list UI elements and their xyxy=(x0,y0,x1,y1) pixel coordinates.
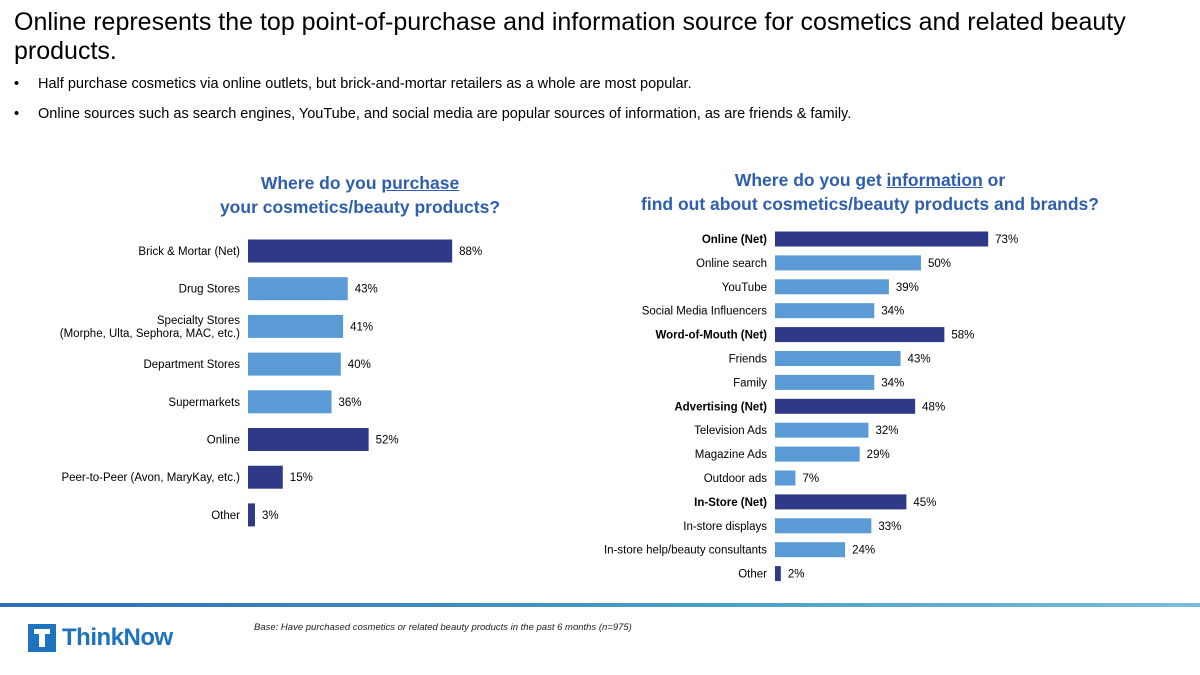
slide-title: Online represents the top point-of-purch… xyxy=(14,8,1126,65)
footer-divider xyxy=(0,603,1200,607)
information-value-label: 34% xyxy=(881,306,904,318)
information-bar xyxy=(775,351,901,366)
information-value-label: 43% xyxy=(908,354,931,366)
information-bar xyxy=(775,542,846,558)
information-value-label: 2% xyxy=(788,569,805,581)
information-bar xyxy=(775,470,796,486)
purchase-category-label: Department Stores xyxy=(143,359,240,371)
purchase-category-label: Drug Stores xyxy=(179,284,241,296)
thinknow-logo: ThinkNow xyxy=(28,621,173,655)
information-category-label: Online (Net) xyxy=(702,234,767,246)
information-bar xyxy=(775,231,989,247)
chart-title-text: find out about cosmetics/beauty products… xyxy=(641,194,1099,214)
logo-text: ThinkNow xyxy=(62,624,173,651)
information-value-label: 48% xyxy=(922,401,945,413)
purchase-value-label: 40% xyxy=(348,359,371,371)
purchase-bar xyxy=(248,503,255,527)
purchase-bar xyxy=(248,390,332,414)
information-value-label: 50% xyxy=(928,258,951,270)
information-bar xyxy=(775,398,916,414)
information-category-label: Family xyxy=(733,377,767,389)
bullet-text: Half purchase cosmetics via online outle… xyxy=(38,76,692,92)
purchase-value-label: 3% xyxy=(262,510,279,522)
information-bar xyxy=(775,446,860,462)
bullet-item: • Half purchase cosmetics via online out… xyxy=(14,75,1184,93)
chart-title-text: Where do you get xyxy=(734,170,887,190)
purchase-value-label: 43% xyxy=(355,284,378,296)
information-category-label: Other xyxy=(738,569,767,581)
information-category-label: In-store displays xyxy=(683,521,767,533)
information-value-label: 33% xyxy=(878,521,901,533)
purchase-bar xyxy=(248,428,369,451)
information-bar xyxy=(775,279,889,295)
information-bar xyxy=(775,494,907,510)
information-category-label: Social Media Influencers xyxy=(642,306,768,318)
information-category-label: Magazine Ads xyxy=(695,449,767,461)
purchase-bar xyxy=(248,239,453,263)
information-value-label: 29% xyxy=(867,449,890,461)
purchase-value-label: 88% xyxy=(459,246,482,258)
information-bar xyxy=(775,255,921,271)
purchase-category-label: Peer-to-Peer (Avon, MaryKay, etc.) xyxy=(61,472,240,484)
bullet-item: • Online sources such as search engines,… xyxy=(14,105,1184,123)
information-category-label: Television Ads xyxy=(694,425,767,437)
information-category-label: Word-of-Mouth (Net) xyxy=(655,330,767,342)
information-value-label: 24% xyxy=(852,545,875,557)
bullet-dot: • xyxy=(14,106,20,122)
information-bar xyxy=(775,518,872,534)
base-note: Base: Have purchased cosmetics or relate… xyxy=(254,622,632,633)
information-value-label: 39% xyxy=(896,282,919,294)
bullet-list: • Half purchase cosmetics via online out… xyxy=(14,75,1184,135)
information-value-label: 45% xyxy=(913,497,936,509)
information-category-label: YouTube xyxy=(722,282,767,294)
purchase-bar xyxy=(248,277,348,301)
information-value-label: 7% xyxy=(802,473,819,485)
information-category-label: In-store help/beauty consultants xyxy=(604,545,767,557)
bullet-text: Online sources such as search engines, Y… xyxy=(38,106,852,122)
information-value-label: 73% xyxy=(995,234,1018,246)
chart-title-text: Where do you xyxy=(260,173,382,193)
purchase-bar xyxy=(248,352,341,376)
chart-title-underlined: information xyxy=(886,170,983,190)
bullet-dot: • xyxy=(14,76,20,92)
information-category-label: Friends xyxy=(729,354,768,366)
information-chart-title: Where do you get information or find out… xyxy=(560,168,1180,216)
purchase-value-label: 52% xyxy=(376,435,399,447)
information-value-label: 34% xyxy=(881,377,904,389)
information-bar xyxy=(775,374,875,390)
information-category-label: Outdoor ads xyxy=(704,473,768,485)
information-category-label: Advertising (Net) xyxy=(674,401,767,413)
purchase-bar xyxy=(248,465,283,489)
purchase-chart-title: Where do you purchase your cosmetics/bea… xyxy=(120,171,600,219)
purchase-value-label: 15% xyxy=(290,472,313,484)
information-value-label: 32% xyxy=(875,425,898,437)
purchase-category-label: Other xyxy=(211,510,240,522)
information-category-label: Online search xyxy=(696,258,767,270)
information-value-label: 58% xyxy=(951,330,974,342)
chart-title-text: or xyxy=(982,170,1006,190)
purchase-category-label: Specialty Stores (Morphe, Ulta, Sephora, … xyxy=(60,315,240,340)
information-category-label: In-Store (Net) xyxy=(694,497,767,509)
purchase-category-label: Supermarkets xyxy=(168,397,240,409)
information-bar xyxy=(775,327,945,343)
chart-title-underlined: purchase xyxy=(381,173,460,193)
logo-icon xyxy=(28,624,56,652)
information-bar xyxy=(775,303,875,319)
purchase-category-label: Brick & Mortar (Net) xyxy=(138,246,240,258)
purchase-category-label: Online xyxy=(207,435,240,447)
chart-title-text: your cosmetics/beauty products? xyxy=(219,197,501,217)
purchase-value-label: 41% xyxy=(350,321,373,333)
purchase-bar xyxy=(248,314,344,338)
information-bar xyxy=(775,566,781,582)
information-bar xyxy=(775,422,869,438)
purchase-value-label: 36% xyxy=(339,397,362,409)
